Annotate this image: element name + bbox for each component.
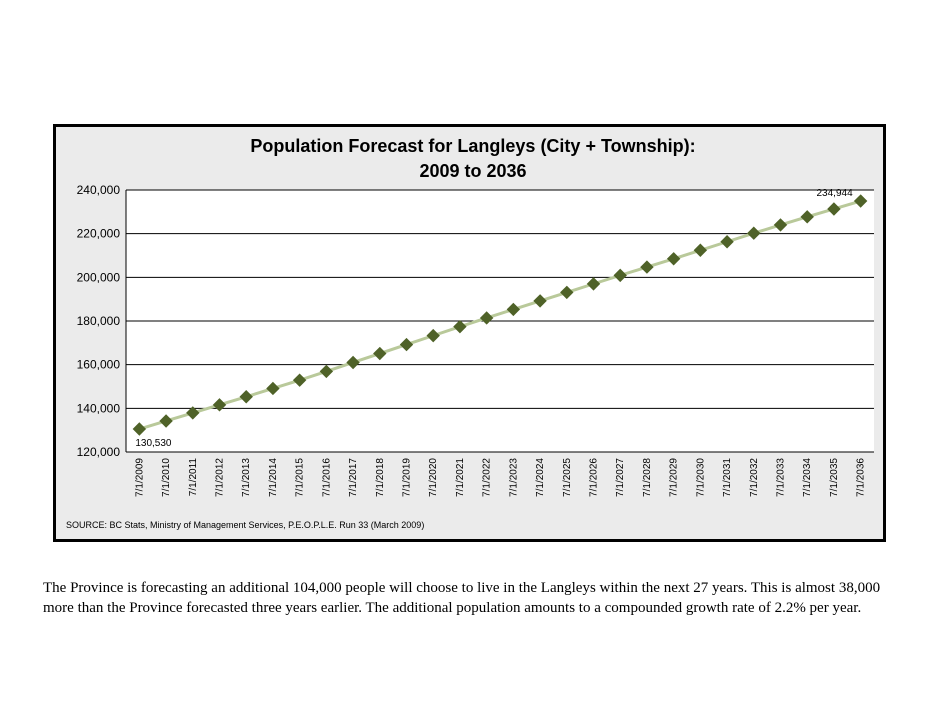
- data-point-marker: [239, 390, 253, 404]
- x-tick-label: 7/1/2021: [455, 458, 466, 497]
- x-tick-label: 7/1/2033: [776, 458, 787, 497]
- y-tick-label: 160,000: [77, 358, 121, 372]
- data-point-marker: [693, 243, 708, 257]
- data-point-marker: [292, 373, 307, 387]
- x-tick-label: 7/1/2018: [375, 458, 386, 497]
- data-labels-layer: 130,530 234,944: [135, 188, 853, 449]
- data-point-marker: [426, 328, 440, 343]
- data-point-marker: [613, 268, 627, 283]
- y-tick-label: 240,000: [77, 183, 121, 197]
- data-point-marker: [800, 210, 814, 224]
- x-tick-label: 7/1/2015: [295, 458, 306, 497]
- y-tick-label: 220,000: [77, 227, 121, 241]
- x-tick-label: 7/1/2030: [695, 458, 706, 497]
- x-axis-ticks: 7/1/2009 7/1/2010 7/1/2011 7/1/2012 7/1/2013…: [134, 458, 866, 497]
- y-tick-label: 120,000: [77, 445, 121, 459]
- x-tick-label: 7/1/2035: [829, 458, 840, 497]
- x-tick-label: 7/1/2013: [241, 458, 252, 497]
- y-axis-ticks: 120,000 140,000 160,000 180,000 200,000 220,0…: [77, 183, 121, 459]
- data-point-marker: [319, 364, 334, 379]
- x-tick-label: 7/1/2011: [188, 458, 199, 497]
- x-tick-label: 7/1/2032: [749, 458, 760, 497]
- data-point-marker: [666, 252, 681, 266]
- data-point-marker: [212, 398, 227, 412]
- data-label: 130,530: [135, 438, 172, 449]
- x-tick-label: 7/1/2020: [428, 458, 439, 497]
- x-tick-label: 7/1/2036: [856, 458, 867, 497]
- x-tick-label: 7/1/2023: [508, 458, 519, 497]
- data-point-marker: [586, 277, 601, 291]
- data-point-marker: [186, 406, 200, 420]
- data-point-marker: [346, 355, 360, 370]
- data-point-marker: [506, 302, 521, 317]
- series-layer: [132, 194, 868, 436]
- x-tick-label: 7/1/2034: [802, 458, 813, 497]
- data-label: 234,944: [816, 188, 853, 199]
- y-tick-label: 140,000: [77, 401, 121, 415]
- chart-frame: Population Forecast for Langleys (City +…: [53, 124, 886, 542]
- data-point-marker: [827, 202, 841, 216]
- data-point-marker: [266, 381, 280, 396]
- x-tick-label: 7/1/2009: [134, 458, 145, 497]
- x-tick-label: 7/1/2027: [615, 458, 626, 497]
- y-tick-label: 180,000: [77, 314, 121, 328]
- x-tick-label: 7/1/2012: [215, 458, 226, 497]
- x-tick-label: 7/1/2019: [402, 458, 413, 497]
- x-tick-label: 7/1/2028: [642, 458, 653, 497]
- data-point-marker: [373, 346, 387, 361]
- x-tick-label: 7/1/2024: [535, 458, 546, 497]
- data-point-marker: [560, 285, 574, 300]
- x-tick-label: 7/1/2010: [161, 458, 172, 497]
- chart-title-line1: Population Forecast for Langleys (City +…: [250, 136, 695, 156]
- x-tick-label: 7/1/2017: [348, 458, 359, 497]
- data-point-marker: [399, 337, 414, 352]
- data-point-marker: [640, 260, 654, 274]
- data-point-marker: [453, 319, 467, 334]
- data-point-marker: [773, 218, 788, 232]
- y-tick-label: 200,000: [77, 270, 121, 284]
- data-point-marker: [720, 235, 734, 249]
- x-tick-label: 7/1/2026: [589, 458, 600, 497]
- data-point-marker: [533, 294, 547, 308]
- x-tick-label: 7/1/2029: [669, 458, 680, 497]
- data-point-marker: [853, 194, 868, 208]
- x-tick-label: 7/1/2014: [268, 458, 279, 497]
- data-point-marker: [747, 226, 761, 240]
- data-point-marker: [479, 311, 494, 325]
- source-note: SOURCE: BC Stats, Ministry of Management…: [66, 520, 424, 530]
- x-tick-label: 7/1/2022: [482, 458, 493, 497]
- population-line-chart: Population Forecast for Langleys (City +…: [66, 136, 874, 530]
- data-point-marker: [159, 414, 173, 428]
- chart-title-line2: 2009 to 2036: [419, 161, 526, 181]
- caption-paragraph: The Province is forecasting an additiona…: [43, 580, 881, 616]
- x-tick-label: 7/1/2016: [321, 458, 332, 497]
- series-line: [138, 199, 862, 431]
- data-point-marker: [132, 422, 147, 436]
- x-tick-label: 7/1/2025: [562, 458, 573, 497]
- x-tick-label: 7/1/2031: [722, 458, 733, 497]
